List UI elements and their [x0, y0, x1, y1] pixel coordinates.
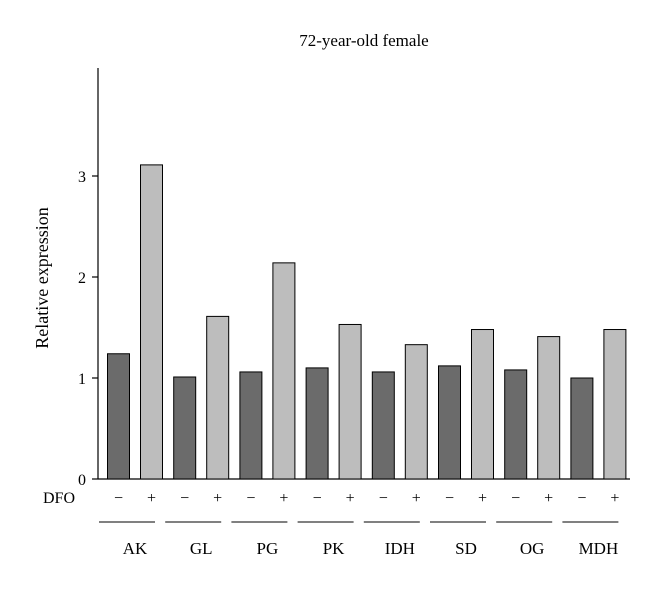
category-labels: AK GL PG PK IDH SD OG MDH [99, 521, 619, 558]
treatment-sign: + [544, 490, 553, 507]
treatment-sign: − [114, 490, 123, 507]
bar-sd-plus [471, 329, 494, 480]
treatment-sign: + [346, 490, 355, 507]
bar-mdh-minus [570, 377, 594, 480]
bar-sd-minus [438, 365, 461, 480]
y-tick-label: 2 [78, 270, 86, 287]
bar-ak-plus [140, 164, 163, 480]
treatment-sign: + [478, 490, 487, 507]
bar-og-minus [504, 369, 528, 480]
treatment-sign: − [313, 490, 322, 507]
bar-mdh-plus [603, 329, 627, 480]
category-label-pg: PG [257, 539, 279, 558]
category-label-og: OG [520, 539, 545, 558]
treatment-sign: − [180, 490, 189, 507]
bar-gl-minus [173, 376, 197, 480]
bar-pg-plus [272, 262, 296, 480]
category-label-mdh: MDH [579, 539, 619, 558]
y-axis-ticks: 0 1 2 3 [78, 169, 98, 489]
treatment-sign: − [445, 490, 454, 507]
treatment-sign: − [511, 490, 520, 507]
treatment-sign: + [213, 490, 222, 507]
bar-idh-minus [371, 371, 395, 480]
treatment-sign: − [246, 490, 255, 507]
bar-pk-minus [305, 367, 329, 480]
treatment-sign: + [279, 490, 288, 507]
bar-gl-plus [206, 315, 230, 480]
bars [107, 164, 627, 480]
treatment-sign: + [147, 490, 156, 507]
chart-title: 72-year-old female [299, 31, 428, 50]
treatment-sign: + [412, 490, 421, 507]
y-axis-label: Relative expression [32, 207, 52, 348]
y-tick-label: 0 [78, 472, 86, 489]
category-label-ak: AK [123, 539, 148, 558]
bar-idh-plus [404, 344, 428, 480]
treatment-signs: − + − + − + − + − + − + − + − + [114, 490, 619, 507]
treatment-sign: + [610, 490, 619, 507]
category-label-gl: GL [190, 539, 213, 558]
category-label-pk: PK [323, 539, 345, 558]
bar-og-plus [537, 336, 561, 480]
bar-pk-plus [338, 323, 362, 480]
category-label-idh: IDH [385, 539, 415, 558]
y-tick-label: 1 [78, 371, 86, 388]
treatment-sign: − [379, 490, 388, 507]
treatment-label: DFO [43, 490, 75, 507]
bar-pg-minus [239, 371, 263, 480]
bar-ak-minus [107, 353, 130, 480]
category-label-sd: SD [455, 539, 477, 558]
treatment-sign: − [577, 490, 586, 507]
y-tick-label: 3 [78, 169, 86, 186]
